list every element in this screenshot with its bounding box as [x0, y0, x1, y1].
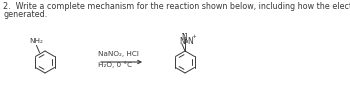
Text: 2.  Write a complete mechanism for the reaction shown below, including how the e: 2. Write a complete mechanism for the re… [3, 2, 350, 11]
Text: NH₂: NH₂ [29, 38, 43, 44]
Text: generated.: generated. [3, 10, 47, 19]
Text: NaNO₂, HCl: NaNO₂, HCl [98, 51, 139, 57]
Text: N: N [187, 37, 193, 46]
Text: H₂O, 0 °C: H₂O, 0 °C [98, 61, 132, 68]
Text: N: N [179, 37, 185, 46]
Text: N: N [181, 33, 187, 43]
Text: +: + [192, 34, 196, 39]
